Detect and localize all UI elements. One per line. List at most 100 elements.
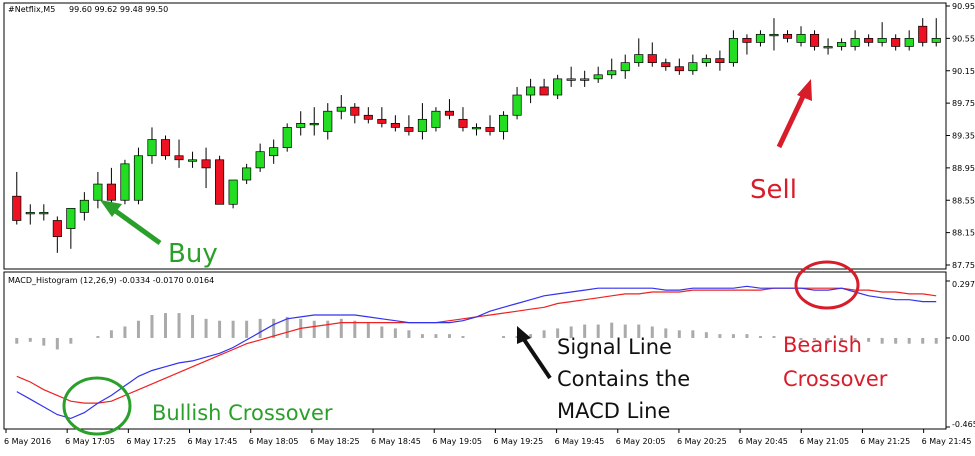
- bull-candle: [66, 207, 76, 229]
- bear-candle: [566, 78, 576, 81]
- bull-candle: [79, 199, 89, 213]
- bear-candle: [309, 123, 319, 126]
- bear-candle: [201, 159, 211, 169]
- bullish-crossover-circle: [62, 376, 132, 436]
- time-tick-label: 6 May 19:25: [493, 437, 543, 446]
- time-axis: 6 May 2016 6 May 17:05 6 May 17:25 6 May 17…: [4, 429, 971, 446]
- bearish-label-line1: Bearish: [783, 333, 862, 357]
- bull-candle: [553, 78, 563, 96]
- bullish-crossover-label: Bullish Crossover: [152, 401, 333, 425]
- bear-candle: [12, 195, 22, 221]
- bear-candle: [39, 212, 49, 215]
- signal-line-annotation: Signal Line Contains the MACD Line: [517, 326, 690, 423]
- bull-candle: [296, 123, 306, 128]
- price-tick-label: 88.55: [952, 196, 975, 205]
- bull-candle: [255, 151, 265, 169]
- bull-candle: [417, 118, 427, 132]
- bull-candle: [688, 62, 698, 72]
- bull-candle: [120, 163, 130, 201]
- sell-arrow-head: [797, 79, 812, 101]
- bullish-crossover-annotation: Bullish Crossover: [62, 376, 333, 436]
- symbol-header: #Netflix,M5: [8, 5, 55, 14]
- bear-candle: [674, 66, 684, 72]
- bull-candle: [728, 38, 738, 64]
- time-tick-label: 6 May 18:05: [249, 437, 299, 446]
- macd-tick-label: -0.465: [952, 420, 975, 429]
- bear-candle: [782, 33, 793, 39]
- bull-candle: [526, 86, 536, 96]
- time-tick-label: 6 May 21:45: [922, 437, 972, 446]
- bear-candle: [715, 58, 725, 64]
- bear-candle: [458, 118, 468, 128]
- bear-candle: [810, 33, 820, 47]
- bull-candle: [147, 139, 157, 157]
- bull-candle: [499, 114, 509, 132]
- bull-candle: [877, 38, 887, 43]
- signal-arrow-shaft: [521, 336, 552, 380]
- bull-candle: [593, 74, 603, 80]
- candles: [12, 18, 941, 253]
- bull-candle: [620, 62, 630, 72]
- bear-candle: [539, 86, 549, 96]
- price-tick-label: 90.95: [952, 2, 975, 11]
- time-tick-label: 6 May 20:05: [616, 437, 666, 446]
- bull-candle: [904, 38, 914, 47]
- time-tick-label: 6 May 17:45: [188, 437, 238, 446]
- bear-candle: [444, 110, 454, 116]
- time-tick-label: 6 May 17:25: [126, 437, 176, 446]
- bear-candle: [52, 220, 62, 238]
- signal-arrow-head: [517, 326, 531, 344]
- bear-candle: [188, 159, 198, 162]
- sell-label: Sell: [750, 175, 797, 205]
- bear-candle: [864, 38, 874, 43]
- bearish-label-line2: Crossover: [783, 367, 888, 391]
- bear-candle: [160, 139, 171, 157]
- time-tick-label: 6 May 2016: [4, 437, 51, 446]
- macd-line: [16, 285, 937, 420]
- price-tick-label: 90.15: [952, 67, 975, 76]
- bear-candle: [918, 25, 928, 43]
- price-axis: 90.95 90.55 90.15 89.75 89.35 88.95 88.55 88.15…: [946, 2, 975, 270]
- bull-candle: [634, 54, 644, 64]
- sell-annotation: Sell: [750, 79, 812, 205]
- bull-candle: [269, 147, 279, 157]
- bull-candle: [837, 42, 847, 47]
- time-tick-label: 6 May 18:25: [310, 437, 360, 446]
- bull-candle: [336, 106, 346, 112]
- bull-candle: [323, 110, 333, 132]
- bull-candle: [228, 179, 238, 205]
- time-tick-label: 6 May 19:45: [555, 437, 605, 446]
- macd-axis: 0.2975 0.00 -0.465: [946, 280, 975, 429]
- bear-candle: [742, 38, 752, 43]
- bear-candle: [106, 183, 116, 201]
- bearish-crossover-circle: [794, 260, 860, 310]
- buy-arrow-shaft: [108, 204, 162, 246]
- buy-arrow-head: [100, 200, 122, 217]
- sell-arrow-shaft: [776, 88, 809, 149]
- bull-candle: [850, 38, 860, 47]
- indicator-header: MACD_Histogram (12,26,9) -0.0334 -0.0170…: [8, 276, 214, 285]
- bear-candle: [891, 38, 901, 47]
- bearish-crossover-annotation: Bearish Crossover: [783, 260, 888, 391]
- time-tick-label: 6 May 17:05: [65, 437, 115, 446]
- signal-label-line3: MACD Line: [557, 399, 670, 423]
- price-tick-label: 89.35: [952, 132, 975, 141]
- bear-candle: [215, 159, 225, 205]
- bear-candle: [390, 123, 400, 128]
- bear-candle: [661, 62, 671, 68]
- time-tick-label: 6 May 20:45: [738, 437, 788, 446]
- bear-candle: [769, 33, 779, 37]
- bull-candle: [133, 155, 143, 201]
- macd-lines: [16, 285, 937, 420]
- price-tick-label: 89.75: [952, 99, 975, 108]
- bear-candle: [377, 118, 387, 124]
- bull-candle: [607, 70, 617, 76]
- time-tick-label: 6 May 19:05: [432, 437, 482, 446]
- signal-label-line1: Signal Line: [557, 335, 672, 359]
- bull-candle: [755, 33, 765, 43]
- macd-tick-label: 0.00: [952, 334, 970, 343]
- bull-candle: [512, 94, 522, 116]
- signal-label-line2: Contains the: [557, 367, 690, 391]
- bear-candle: [363, 114, 373, 120]
